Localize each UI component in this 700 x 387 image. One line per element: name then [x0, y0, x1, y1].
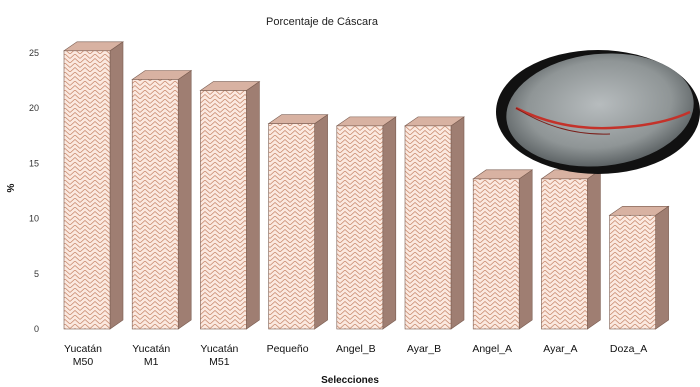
bar-side-face [518, 169, 533, 330]
bar-side-face [109, 41, 124, 330]
x-tick-label: Yucatán [200, 343, 238, 355]
x-tick-label: M50 [73, 356, 94, 368]
bars [63, 41, 670, 330]
bar [267, 114, 329, 330]
x-tick-label: Yucatán [64, 343, 102, 355]
bar [472, 169, 534, 330]
chart-title: Porcentaje de Cáscara [266, 16, 379, 28]
bar [404, 116, 465, 330]
x-tick-label: Ayar_B [407, 343, 441, 355]
bar [335, 116, 397, 330]
y-tick-label: 15 [29, 158, 39, 168]
x-tick-label: Angel_B [336, 343, 376, 355]
bar-side-face [450, 116, 465, 330]
bar-front-face [541, 178, 588, 330]
bar [199, 80, 261, 330]
y-axis-ticks: 0 5 10 15 20 25 [29, 48, 39, 334]
bar-front-face [200, 90, 247, 330]
bar [608, 205, 670, 330]
x-tick-label: Pequeño [267, 343, 309, 355]
x-tick-label: Angel_A [472, 343, 512, 355]
y-tick-label: 5 [34, 269, 39, 279]
bar-front-face [268, 123, 315, 330]
y-tick-label: 0 [34, 324, 39, 334]
y-tick-label: 20 [29, 103, 39, 113]
bar [63, 41, 124, 330]
bar-side-face [587, 169, 601, 330]
bar [540, 169, 602, 330]
bar-side-face [314, 114, 328, 330]
bar-front-face [609, 214, 656, 330]
bar [131, 69, 193, 330]
bar-front-face [336, 125, 384, 330]
bar-side-face [382, 116, 397, 330]
x-tick-label: Yucatán [132, 343, 170, 355]
x-tick-label: Ayar_A [543, 343, 577, 355]
bar-side-face [655, 205, 669, 330]
y-tick-label: 10 [29, 214, 39, 224]
x-axis-label: Selecciones [321, 375, 379, 386]
x-tick-label: M1 [144, 356, 159, 368]
bar-front-face [404, 125, 452, 330]
x-tick-label: M51 [209, 356, 230, 368]
y-axis-label: % [6, 183, 17, 192]
y-tick-label: 25 [29, 48, 39, 58]
red-seed-photo [496, 50, 700, 174]
bar-front-face [472, 178, 520, 330]
x-tick-label: Doza_A [610, 343, 647, 355]
bar-side-face [246, 80, 260, 330]
bar-front-face [131, 79, 179, 330]
bar-front-face [63, 50, 111, 330]
bar-side-face [177, 69, 192, 330]
